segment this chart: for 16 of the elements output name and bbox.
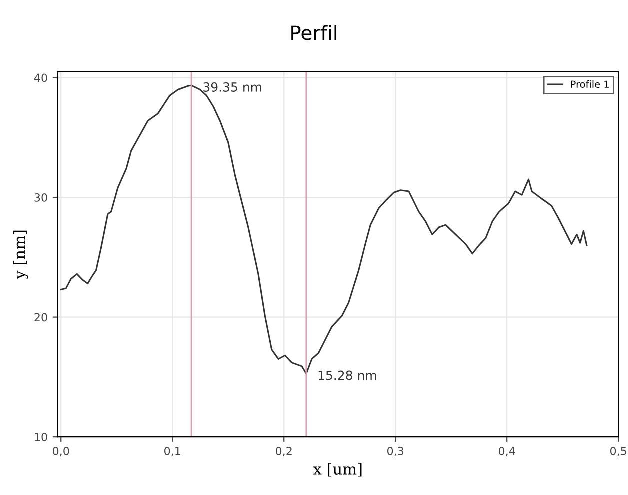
chart-title: Perfil: [292, 25, 336, 40]
legend-label: Profile 1: [571, 80, 609, 88]
y-tick-label: 10: [35, 433, 48, 442]
x-tick-label: 0,2: [276, 447, 292, 457]
x-tick-label: 0,4: [498, 447, 516, 457]
x-tick-label: 0,0: [53, 447, 70, 457]
annotation: 15.28 nm: [318, 370, 376, 380]
y-tick-label: 20: [34, 313, 48, 322]
y-tick-label: 30: [34, 194, 48, 202]
y-axis-title: y [nm]: [13, 230, 28, 280]
x-axis-title: x [um]: [314, 463, 362, 477]
x-tick-label: 0,5: [610, 447, 626, 457]
y-tick-label: 40: [34, 74, 48, 82]
x-tick-label: 0,3: [387, 447, 404, 457]
x-tick-label: 0,1: [164, 447, 180, 457]
annotation: 39.35 nm: [204, 82, 262, 92]
